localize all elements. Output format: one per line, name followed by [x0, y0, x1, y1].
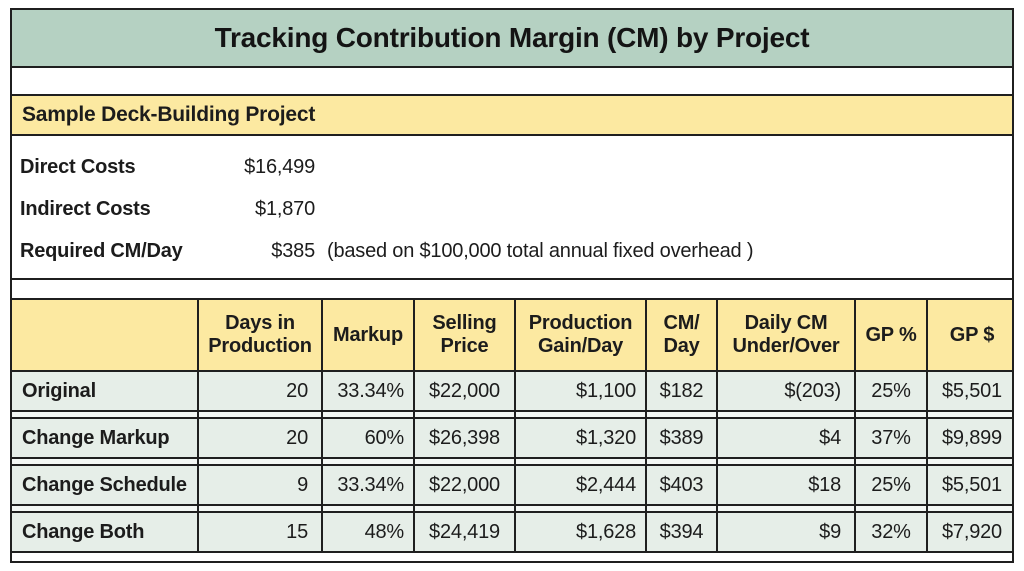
row-spacer — [12, 504, 1012, 513]
cell-gp-pct: 37% — [854, 417, 928, 459]
cell-gp-pct: 32% — [854, 511, 928, 553]
cell-gp-dollars: $9,899 — [926, 417, 1012, 459]
cell-selling-price: $22,000 — [413, 370, 516, 412]
column-header-gp-dollars: GP $ — [926, 298, 1012, 372]
figure-frame: Tracking Contribution Margin (CM) by Pro… — [10, 8, 1014, 563]
cell-gp-pct: 25% — [854, 464, 928, 506]
cell-daily-cm: $18 — [716, 464, 856, 506]
row-spacer — [12, 457, 1012, 466]
cell-production-gain: $1,628 — [514, 511, 647, 553]
row-label: Original — [12, 370, 199, 412]
project-subtitle: Sample Deck-Building Project — [22, 103, 316, 126]
cell-daily-cm: $(203) — [716, 370, 856, 412]
table-row-change-schedule: Change Schedule 9 33.34% $22,000 $2,444 … — [12, 464, 1012, 506]
cell-cm-day: $394 — [645, 511, 718, 553]
cell-gp-pct: 25% — [854, 370, 928, 412]
column-header-gp-pct: GP % — [854, 298, 928, 372]
spacer — [12, 68, 1012, 94]
cell-cm-day: $403 — [645, 464, 718, 506]
cell-production-gain: $1,100 — [514, 370, 647, 412]
column-header-days: Days in Production — [197, 298, 323, 372]
table-row-change-markup: Change Markup 20 60% $26,398 $1,320 $389… — [12, 417, 1012, 459]
row-spacer — [12, 410, 1012, 419]
summary-value: $1,870 — [255, 197, 315, 220]
subtitle-bar: Sample Deck-Building Project — [12, 94, 1012, 136]
spacer — [12, 280, 1012, 298]
row-label: Change Schedule — [12, 464, 199, 506]
summary-section: Direct Costs $16,499 Indirect Costs $1,8… — [12, 136, 1012, 280]
cell-markup: 33.34% — [321, 464, 415, 506]
cell-production-gain: $2,444 — [514, 464, 647, 506]
cell-daily-cm: $4 — [716, 417, 856, 459]
cell-gp-dollars: $7,920 — [926, 511, 1012, 553]
column-header-blank — [12, 298, 199, 372]
summary-value: $385 — [271, 239, 315, 262]
column-header-daily-cm: Daily CM Under/Over — [716, 298, 856, 372]
summary-note: (based on $100,000 total annual fixed ov… — [327, 239, 754, 262]
cm-comparison-table: Days in Production Markup Selling Price … — [12, 298, 1012, 553]
column-header-cm-day: CM/ Day — [645, 298, 718, 372]
summary-label: Indirect Costs — [20, 197, 151, 220]
cell-gp-dollars: $5,501 — [926, 370, 1012, 412]
summary-row-indirect-costs: Indirect Costs $1,870 — [20, 188, 1012, 230]
title-bar: Tracking Contribution Margin (CM) by Pro… — [12, 10, 1012, 68]
cell-markup: 60% — [321, 417, 415, 459]
summary-label: Required CM/Day — [20, 239, 183, 262]
cell-markup: 33.34% — [321, 370, 415, 412]
column-header-production-gain: Production Gain/Day — [514, 298, 647, 372]
row-label: Change Both — [12, 511, 199, 553]
summary-label: Direct Costs — [20, 155, 136, 178]
summary-row-required-cm: Required CM/Day $385 (based on $100,000 … — [20, 230, 1012, 272]
summary-value: $16,499 — [244, 155, 315, 178]
cell-days: 9 — [197, 464, 323, 506]
table-row-original: Original 20 33.34% $22,000 $1,100 $182 $… — [12, 370, 1012, 412]
cell-selling-price: $22,000 — [413, 464, 516, 506]
cell-cm-day: $182 — [645, 370, 718, 412]
cell-days: 20 — [197, 370, 323, 412]
row-label: Change Markup — [12, 417, 199, 459]
table-row-change-both: Change Both 15 48% $24,419 $1,628 $394 $… — [12, 511, 1012, 553]
cell-selling-price: $24,419 — [413, 511, 516, 553]
column-header-markup: Markup — [321, 298, 415, 372]
cell-production-gain: $1,320 — [514, 417, 647, 459]
cell-gp-dollars: $5,501 — [926, 464, 1012, 506]
cell-days: 20 — [197, 417, 323, 459]
column-header-selling-price: Selling Price — [413, 298, 516, 372]
cell-selling-price: $26,398 — [413, 417, 516, 459]
page-title: Tracking Contribution Margin (CM) by Pro… — [214, 22, 810, 53]
table-header: Days in Production Markup Selling Price … — [12, 298, 1012, 372]
summary-row-direct-costs: Direct Costs $16,499 — [20, 146, 1012, 188]
cell-days: 15 — [197, 511, 323, 553]
cell-cm-day: $389 — [645, 417, 718, 459]
cell-markup: 48% — [321, 511, 415, 553]
cell-daily-cm: $9 — [716, 511, 856, 553]
